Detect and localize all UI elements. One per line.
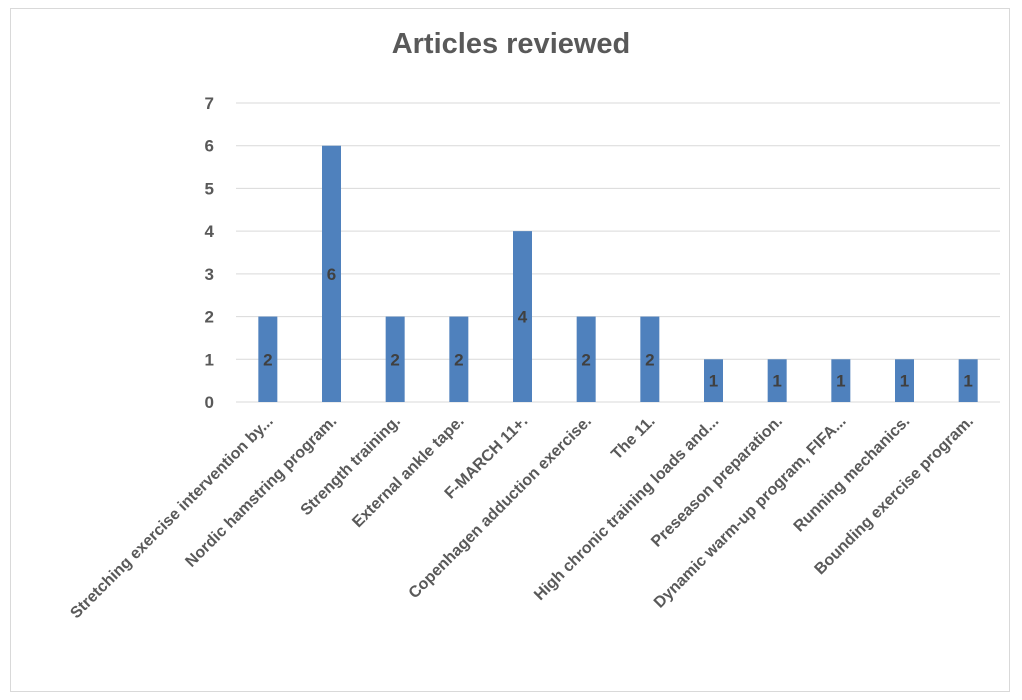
category-label: Preseason preparation. <box>648 413 786 551</box>
bar <box>322 145 341 402</box>
y-tick-label: 0 <box>205 393 214 412</box>
bar <box>831 359 851 402</box>
data-label: 2 <box>263 350 272 369</box>
y-tick-label: 2 <box>205 308 214 327</box>
data-label: 1 <box>709 372 718 391</box>
data-label: 2 <box>454 350 463 369</box>
data-label: 2 <box>390 350 399 369</box>
bar <box>449 316 469 402</box>
category-label: External ankle tape. <box>349 413 467 531</box>
bar <box>767 359 787 402</box>
bar <box>576 316 596 402</box>
category-label: Running mechanics. <box>791 413 914 536</box>
data-label: 1 <box>963 372 972 391</box>
data-label: 2 <box>581 350 590 369</box>
chart-title: Articles reviewed <box>391 28 631 60</box>
bar <box>385 316 405 402</box>
chart-frame <box>10 8 1010 692</box>
data-label: 4 <box>518 308 528 327</box>
y-tick-label: 7 <box>205 94 214 113</box>
bar <box>640 316 660 402</box>
category-label: The 11. <box>608 413 658 463</box>
data-label: 1 <box>836 372 845 391</box>
bar <box>513 231 532 402</box>
y-tick-label: 3 <box>205 265 214 284</box>
bar <box>958 359 978 402</box>
data-label: 6 <box>327 265 336 284</box>
y-tick-label: 5 <box>205 179 214 198</box>
y-tick-label: 4 <box>205 222 215 241</box>
y-tick-label: 1 <box>205 350 214 369</box>
bar <box>704 359 723 402</box>
y-tick-label: 6 <box>205 137 214 156</box>
data-label: 1 <box>900 372 909 391</box>
data-label: 2 <box>645 350 654 369</box>
bar <box>895 359 914 402</box>
bar <box>258 316 278 402</box>
data-label: 1 <box>772 372 781 391</box>
